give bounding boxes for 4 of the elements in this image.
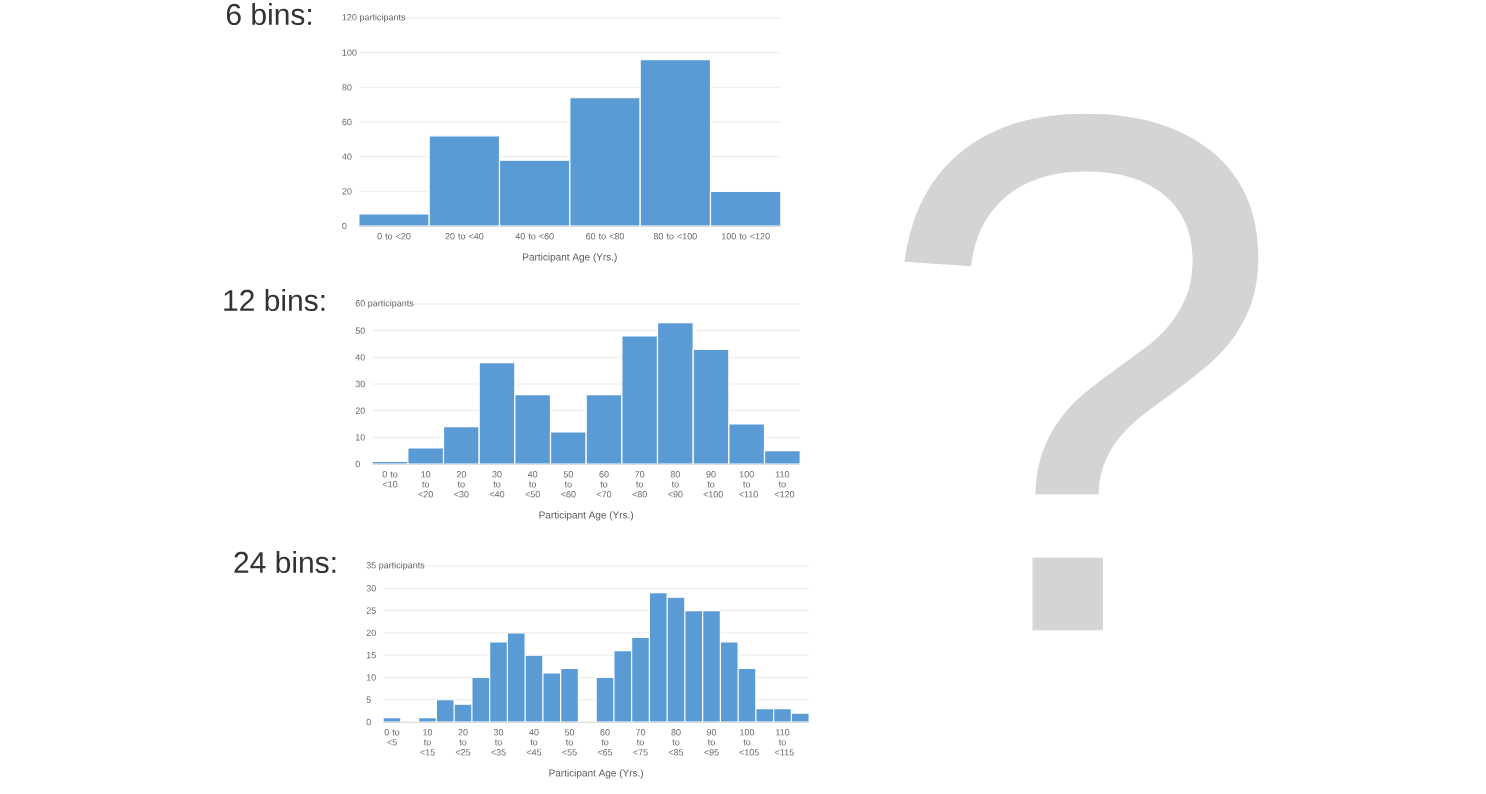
chart-title: 6 bins: <box>226 3 311 26</box>
chart-title: 12 bins: <box>224 289 325 312</box>
text: ? <box>904 113 1259 631</box>
chart-title: 24 bins: <box>234 551 336 574</box>
